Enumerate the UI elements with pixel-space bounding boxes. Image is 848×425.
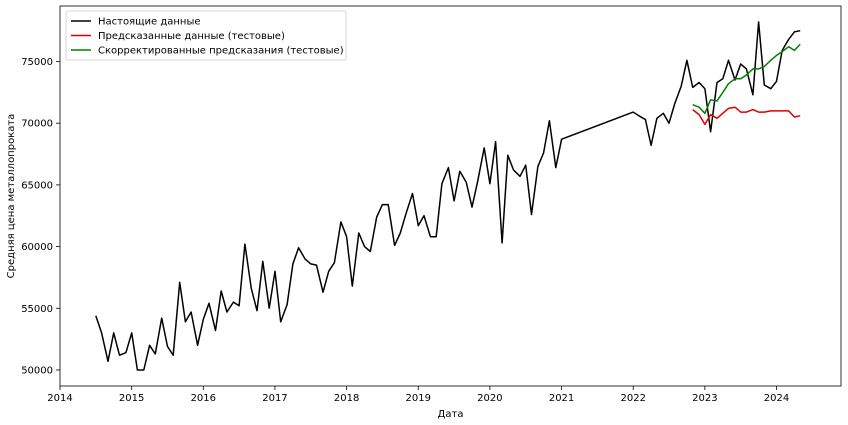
x-tick-label: 2020 xyxy=(477,393,502,404)
series-line-3 xyxy=(692,43,801,115)
series-line-2 xyxy=(692,106,801,126)
axes: 2014 2015 2016 2017 2018 2019 2020 2021 2022 2023… xyxy=(21,5,842,404)
series-line-1 xyxy=(95,21,801,371)
x-tick-label: 2014 xyxy=(47,393,72,404)
x-tick-label: 2017 xyxy=(262,393,287,404)
y-tick-label: 75000 xyxy=(21,57,53,68)
y-tick-label: 55000 xyxy=(21,304,53,315)
y-tick-label: 70000 xyxy=(21,119,53,130)
y-tick-label: 50000 xyxy=(21,365,53,376)
legend-label-2: Предсказанные данные (тестовые) xyxy=(98,31,285,42)
x-tick-label: 2018 xyxy=(334,393,359,404)
y-tick-label: 65000 xyxy=(21,180,53,191)
legend-label-3: Скорректированные предсказания (тестовые… xyxy=(98,46,344,57)
legend-label-1: Настоящие данные xyxy=(98,17,201,28)
x-axis-label: Дата xyxy=(438,409,464,420)
y-axis-label: Средняя цена металлопроката xyxy=(6,114,17,279)
plot-frame xyxy=(59,5,842,387)
legend-box xyxy=(65,10,347,61)
x-tick-label: 2024 xyxy=(764,393,789,404)
plot-area xyxy=(95,21,801,371)
x-tick-label: 2021 xyxy=(549,393,574,404)
y-tick-label: 60000 xyxy=(21,242,53,253)
x-tick-label: 2015 xyxy=(119,393,144,404)
x-tick-label: 2019 xyxy=(406,393,431,404)
x-tick-label: 2023 xyxy=(692,393,717,404)
legend: Настоящие данные Предсказанные данные (те… xyxy=(65,10,347,61)
x-tick-label: 2016 xyxy=(191,393,216,404)
x-tick-label: 2022 xyxy=(620,393,645,404)
